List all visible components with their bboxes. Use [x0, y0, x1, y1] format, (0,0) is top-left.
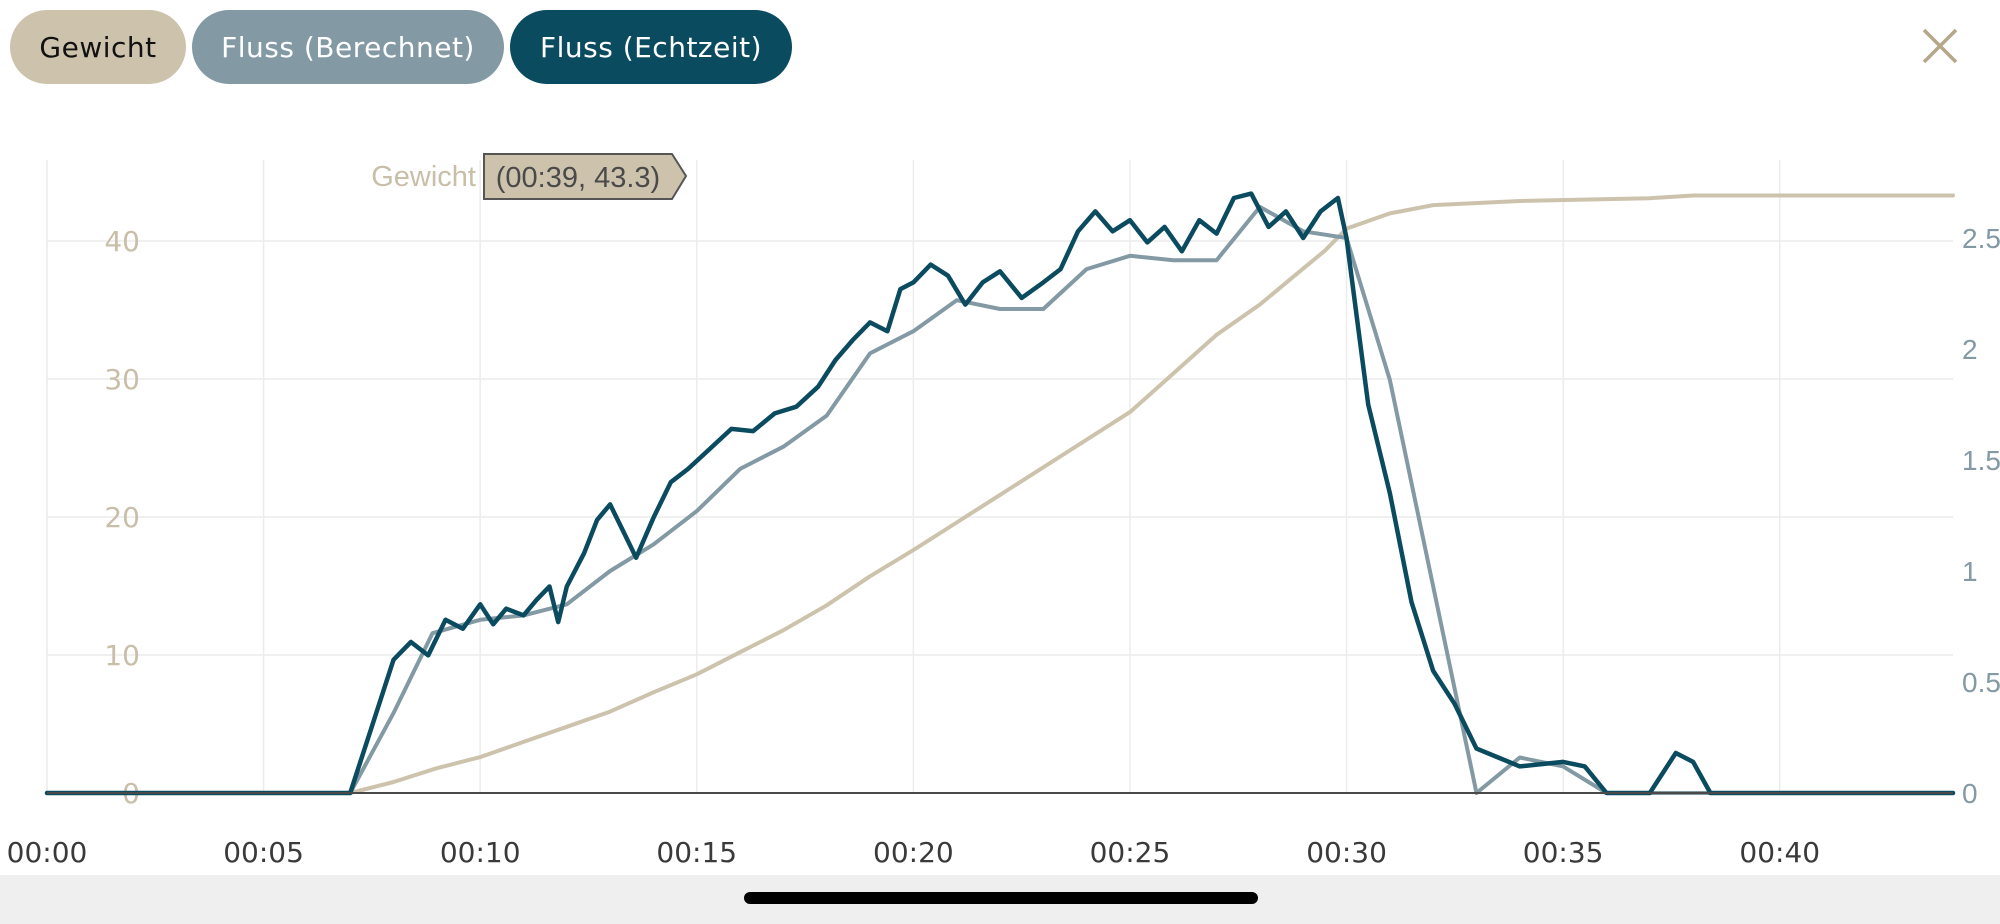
series-line-1	[45, 204, 1955, 795]
x-tick-label: 00:10	[440, 836, 521, 869]
toggle-weight-button[interactable]: Gewicht	[10, 10, 186, 84]
x-tick-label: 00:25	[1090, 836, 1171, 869]
y-left-tick-label: 20	[104, 501, 140, 534]
tooltip-box	[483, 153, 688, 200]
bottom-bar	[0, 875, 2000, 924]
tooltip-text: (00:39, 43.3)	[496, 162, 660, 194]
toggle-flow-realtime-button[interactable]: Fluss (Echtzeit)	[510, 10, 792, 84]
x-tick-label: 00:15	[656, 836, 737, 869]
tooltip-series-label: Gewicht	[371, 161, 476, 193]
y-left-tick-label: 10	[104, 639, 140, 672]
x-tick-label: 00:35	[1523, 836, 1604, 869]
x-tick-label: 00:05	[223, 836, 304, 869]
y-left-tick-label: 30	[104, 363, 140, 396]
series-line-0	[45, 193, 1955, 795]
y-right-tick-label: 0	[1962, 778, 1978, 809]
series-line-2	[44, 191, 1956, 796]
x-tick-label: 00:00	[7, 836, 88, 869]
y-right-tick-label: 1.5	[1962, 445, 2000, 476]
x-tick-label: 00:40	[1739, 836, 1820, 869]
y-right-tick-label: 0.5	[1962, 667, 2000, 698]
series-toggle-row: Gewicht Fluss (Berechnet) Fluss (Echtzei…	[10, 10, 792, 84]
x-tick-label: 00:30	[1306, 836, 1387, 869]
close-icon	[1922, 28, 1958, 64]
y-right-tick-label: 2.5	[1962, 223, 2000, 254]
x-tick-label: 00:20	[873, 836, 954, 869]
y-right-tick-label: 1	[1962, 556, 1978, 587]
toggle-flow-calculated-button[interactable]: Fluss (Berechnet)	[192, 10, 504, 84]
close-button[interactable]	[1916, 22, 1964, 70]
y-right-tick-label: 2	[1962, 334, 1978, 365]
y-left-tick-label: 40	[104, 225, 140, 258]
chart: 00:00 00:05 00:10 00:15 00:20 00:25 00:30 00:35…	[7, 153, 2000, 869]
home-indicator[interactable]	[744, 892, 1258, 904]
